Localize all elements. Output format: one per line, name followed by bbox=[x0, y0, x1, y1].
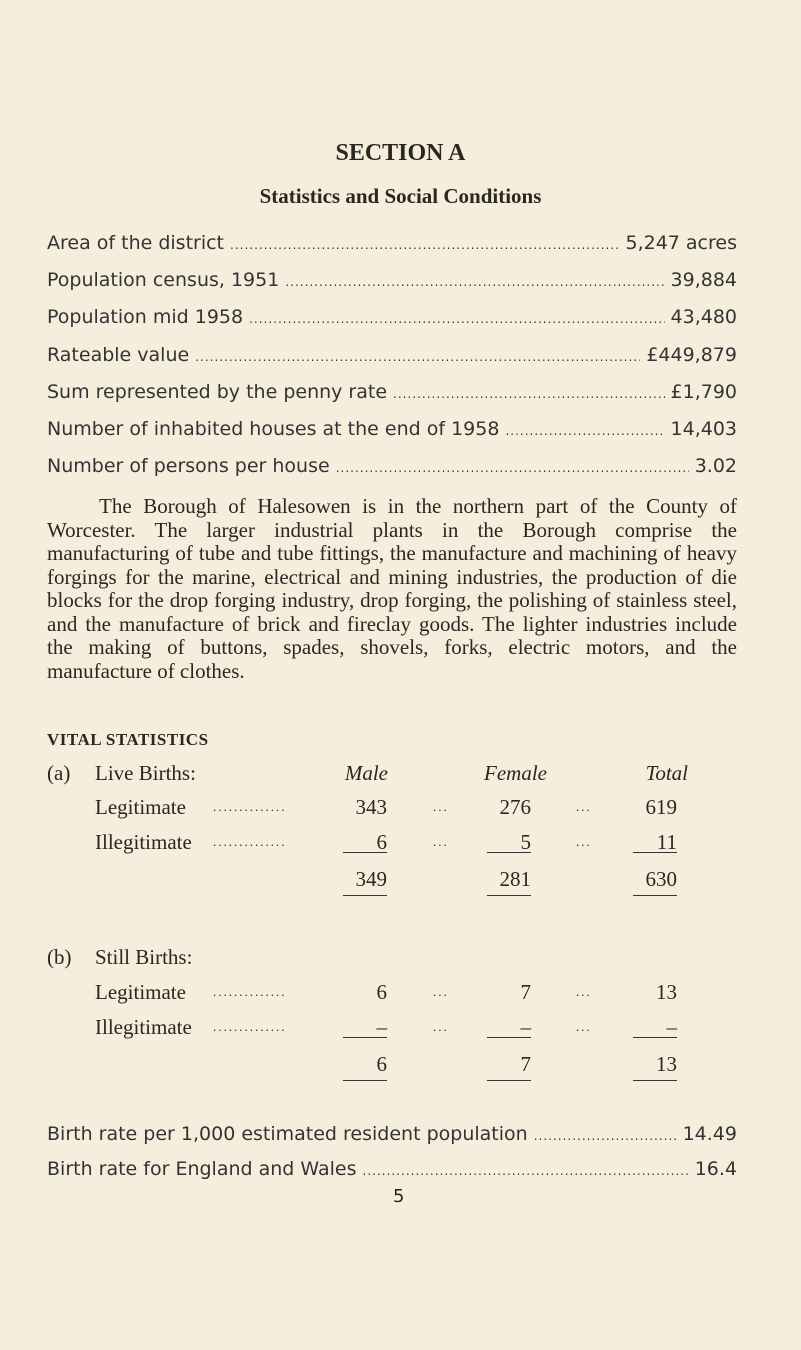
stat-value: £449,879 bbox=[646, 344, 737, 366]
sum-rule bbox=[343, 1037, 387, 1038]
sum-rule bbox=[633, 895, 677, 896]
stat-value: £1,790 bbox=[670, 381, 737, 403]
total-value: 7 bbox=[520, 1052, 532, 1076]
cell-value: 6 bbox=[376, 830, 388, 854]
stat-value: 14,403 bbox=[670, 418, 737, 440]
cell-value: 5 bbox=[520, 830, 532, 854]
sum-rule bbox=[343, 895, 387, 896]
cell-value: 7 bbox=[520, 980, 532, 1004]
stat-label: Rateable value bbox=[47, 344, 190, 366]
separator-dots: ... bbox=[433, 799, 449, 814]
total-value: 630 bbox=[645, 867, 678, 891]
leader-dots bbox=[505, 424, 664, 438]
cell-value: – bbox=[520, 1015, 532, 1039]
rate-row: Birth rate for England and Wales 16.4 bbox=[47, 1158, 737, 1180]
leader-dots bbox=[534, 1129, 677, 1143]
stat-row: Number of persons per house 3.02 bbox=[47, 455, 737, 477]
vital-statistics-title: VITAL STATISTICS bbox=[47, 730, 209, 749]
stat-label: Population census, 1951 bbox=[47, 269, 280, 291]
total-value: 13 bbox=[656, 1052, 677, 1076]
row-label: Illegitimate bbox=[95, 1015, 192, 1039]
cell-value: 6 bbox=[376, 980, 388, 1004]
sum-rule bbox=[487, 852, 531, 853]
cell-value: 11 bbox=[656, 830, 677, 854]
stat-row: Population census, 1951 39,884 bbox=[47, 269, 737, 291]
row-label: Legitimate bbox=[95, 980, 186, 1004]
row-label: Legitimate bbox=[95, 795, 186, 819]
row-label: Illegitimate bbox=[95, 830, 192, 854]
leader-dots: .............. bbox=[213, 984, 287, 999]
separator-dots: ... bbox=[576, 1019, 592, 1034]
column-female: Female bbox=[484, 761, 547, 785]
rate-label: Birth rate per 1,000 estimated resident … bbox=[47, 1123, 528, 1145]
stat-label: Sum represented by the penny rate bbox=[47, 381, 388, 403]
sum-rule bbox=[343, 852, 387, 853]
separator-dots: ... bbox=[576, 834, 592, 849]
stat-label: Area of the district bbox=[47, 232, 225, 254]
separator-dots: ... bbox=[433, 984, 449, 999]
leader-dots bbox=[285, 275, 664, 289]
sum-rule bbox=[633, 1080, 677, 1081]
separator-dots: ... bbox=[433, 834, 449, 849]
section-heading: SECTION A bbox=[335, 140, 466, 166]
stat-value: 43,480 bbox=[670, 306, 737, 328]
stat-label: Number of inhabited houses at the end of… bbox=[47, 418, 500, 440]
leader-dots bbox=[249, 312, 664, 326]
sum-rule bbox=[487, 1037, 531, 1038]
leader-dots: .............. bbox=[213, 834, 287, 849]
total-value: 6 bbox=[376, 1052, 388, 1076]
leader-dots: .............. bbox=[213, 1019, 287, 1034]
leader-dots: .............. bbox=[213, 799, 287, 814]
still-births-label: Still Births: bbox=[95, 945, 193, 969]
leader-dots bbox=[230, 238, 619, 252]
cell-value: – bbox=[376, 1015, 388, 1039]
section-subheading: Statistics and Social Conditions bbox=[259, 184, 542, 208]
stat-value: 5,247 acres bbox=[625, 232, 737, 254]
sum-rule bbox=[487, 895, 531, 896]
separator-dots: ... bbox=[576, 984, 592, 999]
cell-value: 343 bbox=[355, 795, 388, 819]
total-value: 349 bbox=[355, 867, 388, 891]
rate-value: 14.49 bbox=[682, 1123, 737, 1145]
sum-rule bbox=[633, 1037, 677, 1038]
cell-value: – bbox=[666, 1015, 678, 1039]
sum-rule bbox=[343, 1080, 387, 1081]
borough-description: The Borough of Halesowen is in the north… bbox=[47, 494, 737, 683]
leader-dots bbox=[393, 387, 664, 401]
stat-row: Sum represented by the penny rate £1,790 bbox=[47, 381, 737, 403]
live-births-label: Live Births: bbox=[95, 761, 196, 785]
rate-row: Birth rate per 1,000 estimated resident … bbox=[47, 1123, 737, 1145]
sum-rule bbox=[487, 1080, 531, 1081]
stat-label: Number of persons per house bbox=[47, 455, 330, 477]
total-value: 281 bbox=[499, 867, 532, 891]
stat-value: 3.02 bbox=[694, 455, 737, 477]
stat-row: Area of the district 5,247 acres bbox=[47, 232, 737, 254]
column-male: Male bbox=[344, 761, 388, 785]
separator-dots: ... bbox=[433, 1019, 449, 1034]
separator-dots: ... bbox=[576, 799, 592, 814]
column-total: Total bbox=[645, 761, 688, 785]
rate-value: 16.4 bbox=[694, 1158, 737, 1180]
page-number: 5 bbox=[393, 1186, 405, 1207]
stat-row: Rateable value £449,879 bbox=[47, 344, 737, 366]
cell-value: 619 bbox=[645, 795, 678, 819]
still-births-marker: (b) bbox=[47, 945, 72, 969]
stat-row: Population mid 1958 43,480 bbox=[47, 306, 737, 328]
cell-value: 276 bbox=[499, 795, 532, 819]
leader-dots bbox=[336, 461, 689, 475]
leader-dots bbox=[195, 350, 640, 364]
stat-label: Population mid 1958 bbox=[47, 306, 244, 328]
rate-label: Birth rate for England and Wales bbox=[47, 1158, 357, 1180]
sum-rule bbox=[633, 852, 677, 853]
stat-value: 39,884 bbox=[670, 269, 737, 291]
stat-row: Number of inhabited houses at the end of… bbox=[47, 418, 737, 440]
leader-dots bbox=[363, 1164, 689, 1178]
cell-value: 13 bbox=[656, 980, 677, 1004]
live-births-marker: (a) bbox=[47, 761, 71, 785]
